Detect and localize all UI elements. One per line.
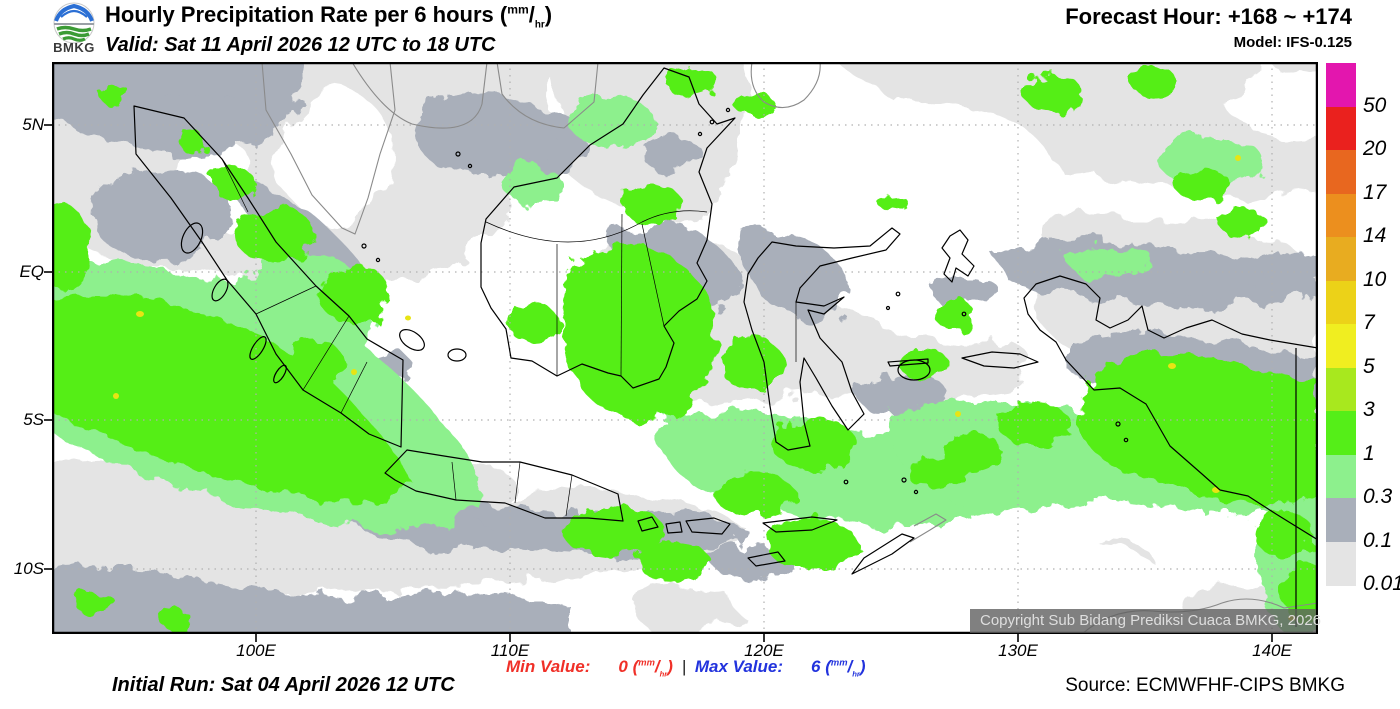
forecast-hour: Forecast Hour: +168 ~ +174 [1065,4,1352,29]
lon-label-120e: 120E [744,641,784,660]
lon-label-100e: 100E [236,641,276,660]
legend-swatch [1326,63,1356,107]
legend-swatch [1326,324,1356,368]
legend-label: 1 [1363,442,1375,465]
source-credit: Source: ECMWFHF-CIPS BMKG [1065,675,1345,696]
admin-borders [221,158,797,517]
legend-swatch [1326,237,1356,281]
page-title: Hourly Precipitation Rate per 6 hours (m… [105,2,553,31]
min-value: 0 [618,657,628,676]
legend-swatch [1326,194,1356,238]
legend-swatch [1326,150,1356,194]
title-block: Hourly Precipitation Rate per 6 hours (m… [105,2,552,57]
legend-label: 7 [1363,311,1375,334]
legend-label: 0.3 [1363,485,1393,508]
lon-label-140e: 140E [1252,641,1292,660]
legend-swatch [1326,107,1356,151]
legend-label: 50 [1363,94,1387,117]
max-value-unit: (mm/hr) [825,657,866,679]
legend-label: 20 [1363,137,1387,160]
legend-label: 0.01 [1363,572,1400,595]
axis-ticks [44,124,1273,642]
max-value: 6 [811,657,821,676]
rain-field-green [52,66,1318,628]
legend-label: 0.1 [1363,529,1393,552]
minmax-separator: | [681,657,687,676]
lon-label-110e: 110E [490,641,530,660]
legend-swatch [1326,542,1356,586]
legend-label: 14 [1363,224,1387,247]
minmax-values: Min Value: 0 (mm/hr) | Max Value: 6 (mm/hr… [506,657,866,678]
bmkg-logo-icon [53,2,95,44]
map-canvas [44,62,1318,642]
lat-label-5n: 5N [22,115,44,134]
legend-label: 17 [1363,181,1387,204]
min-value-unit: (mm/hr) [632,657,673,679]
max-value-label: Max Value: [694,657,784,676]
coastline-indonesia [133,67,1318,627]
lat-label-eq: EQ [19,262,44,281]
rain-field-yellow [113,155,1296,621]
legend-label: 5 [1363,355,1375,378]
model-name: Model: IFS-0.125 [1233,34,1352,51]
precipitation-map: Copyright Sub Bidang Prediksi Cuaca BMKG… [44,62,1321,642]
lat-label-10s: 10S [13,559,44,578]
min-value-label: Min Value: [506,657,591,676]
legend-swatch [1326,281,1356,325]
legend-label: 10 [1363,268,1387,291]
lon-label-130e: 130E [998,641,1038,660]
legend-label: 3 [1363,398,1375,421]
logo-label: BMKG [53,40,95,55]
legend-swatch [1326,411,1356,455]
valid-time: Valid: Sat 11 April 2026 12 UTC to 18 UT… [105,34,496,57]
graticule [52,62,1318,634]
legend-swatch [1326,455,1356,499]
lat-label-5s: 5S [23,410,44,429]
copyright-watermark: Copyright Sub Bidang Prediksi Cuaca BMKG… [970,609,1321,633]
initial-run: Initial Run: Sat 04 April 2026 12 UTC [112,674,455,696]
legend-swatch [1326,498,1356,542]
legend-swatch [1326,368,1356,412]
